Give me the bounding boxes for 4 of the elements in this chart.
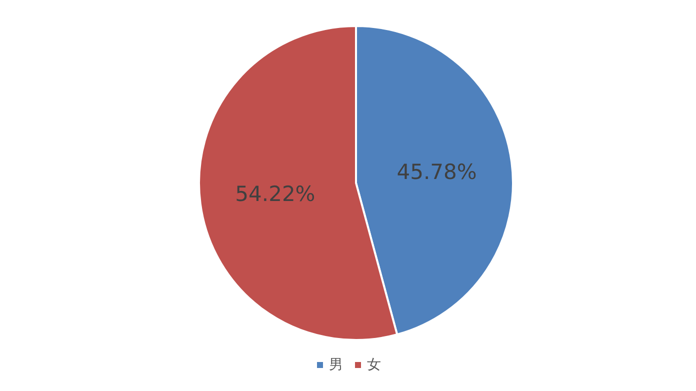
legend-label: 男 (329, 357, 343, 373)
legend-label: 女 (367, 357, 381, 373)
data-label: 54.22% (235, 182, 316, 206)
data-label: 45.78% (396, 160, 477, 184)
